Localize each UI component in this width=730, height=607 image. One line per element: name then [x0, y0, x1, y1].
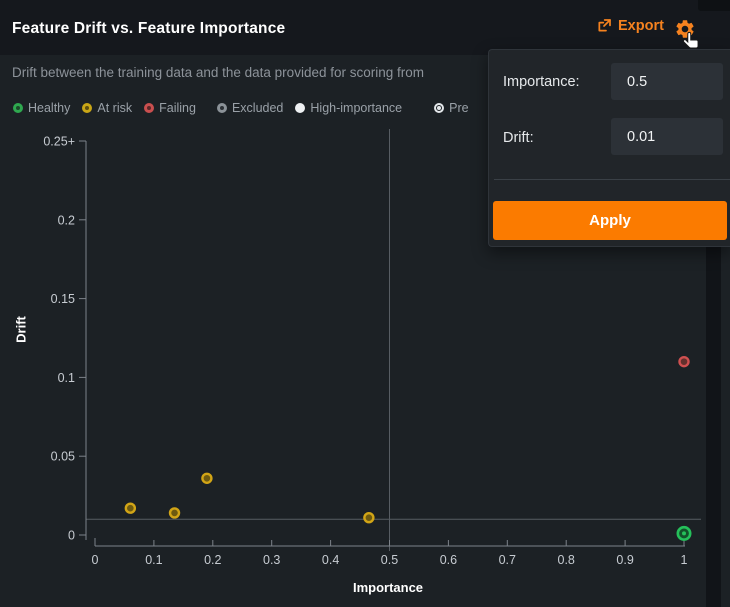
ring-marker-icon [13, 103, 23, 113]
legend-label: Failing [159, 101, 196, 115]
settings-gear-icon[interactable] [674, 18, 696, 40]
y-tick-label: 0.05 [51, 450, 75, 464]
x-axis-title: Importance [352, 580, 424, 595]
x-tick-label: 0.5 [381, 553, 398, 567]
export-label: Export [618, 18, 664, 34]
x-tick-label: 1 [681, 553, 688, 567]
popover-divider [494, 179, 730, 180]
export-button[interactable]: Export [596, 18, 664, 34]
apply-button[interactable]: Apply [493, 201, 727, 240]
legend-label: Pre [449, 101, 469, 115]
page-title: Feature Drift vs. Feature Importance [12, 20, 286, 37]
legend-item-high-importance: High-importance [295, 101, 402, 115]
data-point-at-risk[interactable] [363, 511, 375, 524]
x-tick-label: 0.6 [440, 553, 457, 567]
ring-marker-icon [216, 103, 227, 113]
ring-marker-icon [82, 103, 93, 113]
y-tick-label: 0.15 [51, 292, 75, 306]
x-tick-label: 0.2 [204, 553, 221, 567]
legend-item-failing: Failing [144, 101, 196, 115]
data-point-center-dot [682, 531, 686, 536]
legend-item-at-risk: At risk [82, 101, 132, 115]
data-point-at-risk[interactable] [124, 502, 137, 514]
export-icon [596, 18, 612, 34]
importance-field-label: Importance: [503, 74, 580, 90]
legend-label: Healthy [28, 101, 71, 115]
data-point-failing[interactable] [678, 355, 690, 368]
scrollbar-track[interactable] [706, 247, 721, 607]
drift-field-label: Drift: [503, 130, 534, 146]
y-tick-label: 0.1 [58, 371, 75, 385]
y-tick-label: 0 [68, 529, 75, 543]
legend-label: High-importance [310, 101, 403, 115]
legend-item-excluded: Excluded [216, 101, 284, 115]
y-tick-label: 0.2 [58, 213, 75, 227]
y-tick-label: 0.25+ [43, 135, 75, 149]
data-point-at-risk[interactable] [201, 472, 213, 484]
drift-input[interactable] [611, 118, 723, 155]
data-point-at-risk[interactable] [168, 507, 181, 519]
x-tick-label: 0.7 [499, 553, 516, 567]
threshold-settings-popover: Importance: Drift: Apply [488, 49, 730, 247]
chart-description: Drift between the training data and the … [12, 65, 424, 80]
x-tick-label: 0.9 [616, 553, 633, 567]
x-tick-label: 0.8 [558, 553, 575, 567]
x-tick-label: 0 [92, 553, 99, 567]
legend-label: Excluded [231, 101, 284, 115]
legend-item-healthy: Healthy [13, 101, 70, 115]
corner-popup-edge [698, 0, 730, 11]
solid-marker-icon [295, 103, 306, 113]
ring-marker-icon [144, 103, 155, 113]
target-marker-icon [434, 103, 445, 113]
x-tick-label: 0.4 [322, 553, 339, 567]
chart-header: Feature Drift vs. Feature Importance Exp… [0, 0, 730, 55]
y-axis-title: Drift [13, 316, 29, 343]
x-tick-label: 0.3 [263, 553, 280, 567]
chart-legend: Healthy At risk Failing Excluded High-import… [13, 99, 487, 117]
importance-input[interactable] [611, 63, 723, 100]
x-tick-label: 0.1 [145, 553, 162, 567]
legend-label: At risk [97, 101, 133, 115]
legend-item-pre: Pre [434, 101, 469, 115]
